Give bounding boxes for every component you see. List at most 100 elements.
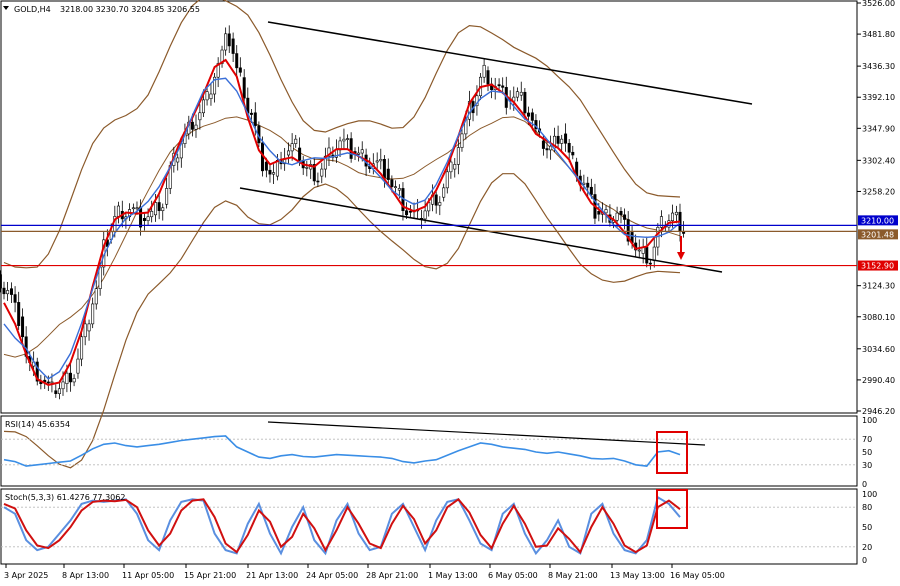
candle-body [327, 147, 331, 157]
candle-body [501, 85, 505, 88]
candle-body [0, 274, 2, 289]
ma-fast-line [3, 58, 681, 386]
price-tick-label: 3034.60 [862, 345, 895, 354]
candle-body [87, 323, 91, 332]
candle-body [154, 202, 158, 216]
candle-body [190, 121, 194, 130]
candle-body [597, 210, 601, 215]
candle-body [227, 33, 231, 47]
price-tick-label: 3526.00 [862, 0, 895, 8]
candle-body [290, 143, 294, 152]
trend-channel [239, 21, 753, 273]
candle-body [626, 219, 630, 242]
candle-body [224, 33, 228, 51]
candle-body [637, 249, 641, 252]
time-tick-label: 21 Apr 13:00 [246, 571, 298, 580]
down-arrow-icon [677, 236, 685, 260]
bollinger-upper [3, 0, 681, 269]
menu-triangle-icon[interactable] [3, 6, 9, 10]
rsi-panel-frame [0, 415, 858, 487]
candle-body [390, 179, 394, 187]
stoch-panel-frame [0, 488, 858, 565]
candle-body [671, 212, 675, 221]
candle-body [116, 205, 120, 217]
level-tag [858, 215, 898, 226]
stoch-label: Stoch(5,3,3) 61.4276 77.3062 [5, 493, 125, 502]
stoch-tick-label: 80 [862, 503, 872, 512]
time-tick-label: 16 May 05:00 [670, 571, 725, 580]
stoch-signal-line [3, 497, 681, 554]
candle-body [35, 361, 39, 382]
price-tick-label: 3347.90 [862, 124, 895, 133]
candle-body [201, 99, 205, 114]
candle-body [209, 93, 213, 100]
channel-upper [267, 21, 753, 105]
rsi-tick-label: 30 [862, 461, 872, 470]
candle-body [2, 287, 6, 295]
price-levels: 3210.00 3201.48 3152.90 [1, 215, 898, 271]
axes: 3526.00 3481.80 3436.30 3392.10 3347.90 3302.… [4, 0, 895, 580]
stoch-indicator: 100 80 50 20 0 [1, 489, 877, 565]
level-label: 3210.00 [861, 216, 894, 225]
candle-body [645, 246, 649, 264]
candle-body [287, 150, 291, 156]
candle-body [6, 290, 10, 295]
candle-body [294, 138, 298, 144]
candle-body [386, 168, 390, 180]
ohlc-label: 3218.00 3230.70 3204.85 3206.55 [60, 5, 200, 14]
time-tick-label: 11 Apr 05:00 [122, 571, 174, 580]
candle-body [497, 84, 501, 87]
candle-body [549, 145, 553, 151]
candle-body [423, 210, 427, 220]
price-tick-label: 2946.20 [862, 407, 895, 416]
candle-body [515, 91, 519, 98]
candle-body [220, 49, 224, 64]
candle-body [619, 210, 623, 216]
candle-body [519, 91, 523, 96]
candle-body [382, 158, 386, 179]
candle-body [460, 133, 464, 148]
candle-body [50, 381, 54, 384]
candle-body [242, 77, 246, 99]
candle-body [445, 171, 449, 189]
price-tick-label: 3080.10 [862, 313, 895, 322]
candle-body [142, 218, 146, 221]
candle-body [272, 172, 276, 175]
candle-body [253, 112, 257, 126]
candle-body [68, 372, 72, 383]
candle-body [235, 53, 239, 69]
time-tick-label: 13 May 13:00 [610, 571, 665, 580]
candle-body [231, 38, 235, 54]
candle-body [571, 151, 575, 156]
channel-lower [239, 187, 723, 273]
candle-body [545, 148, 549, 151]
candle-body [405, 210, 409, 216]
candle-body [615, 212, 619, 221]
stoch-highlight-box [656, 489, 688, 529]
price-tick-label: 3124.30 [862, 282, 895, 291]
candle-body [61, 381, 65, 390]
rsi-indicator: 100 70 50 30 0 [1, 416, 877, 489]
symbol-label: GOLD,H4 [14, 5, 51, 14]
candle-body [360, 149, 364, 154]
price-tick-label: 3302.40 [862, 156, 895, 165]
level-tag [858, 229, 898, 240]
stoch-tick-label: 50 [862, 523, 872, 532]
candle-body [135, 207, 139, 210]
time-tick-label: 15 Apr 21:00 [184, 571, 236, 580]
price-tick-label: 3436.30 [862, 62, 895, 71]
candle-body [346, 138, 350, 140]
price-tick-label: 2990.40 [862, 376, 895, 385]
candle-body [83, 323, 87, 338]
time-tick-label: 1 May 13:00 [428, 571, 478, 580]
level-tag [858, 260, 898, 271]
level-label: 3152.90 [861, 262, 894, 271]
candle-body [139, 207, 143, 228]
candle-body [213, 76, 217, 95]
time-tick-label: 3 Apr 2025 [4, 571, 48, 580]
rsi-trendline [267, 421, 706, 446]
candle-body [298, 147, 302, 161]
candle-body [13, 294, 17, 303]
